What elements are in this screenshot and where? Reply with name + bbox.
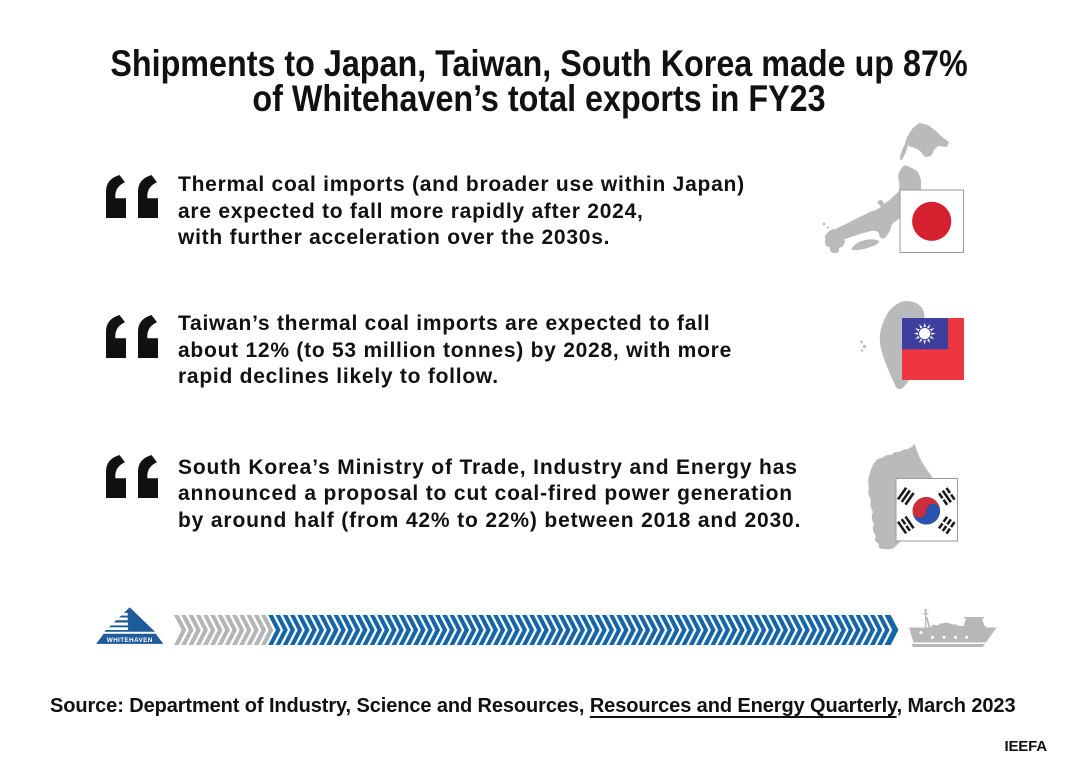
svg-text:WHITEHAVEN: WHITEHAVEN xyxy=(107,637,153,644)
